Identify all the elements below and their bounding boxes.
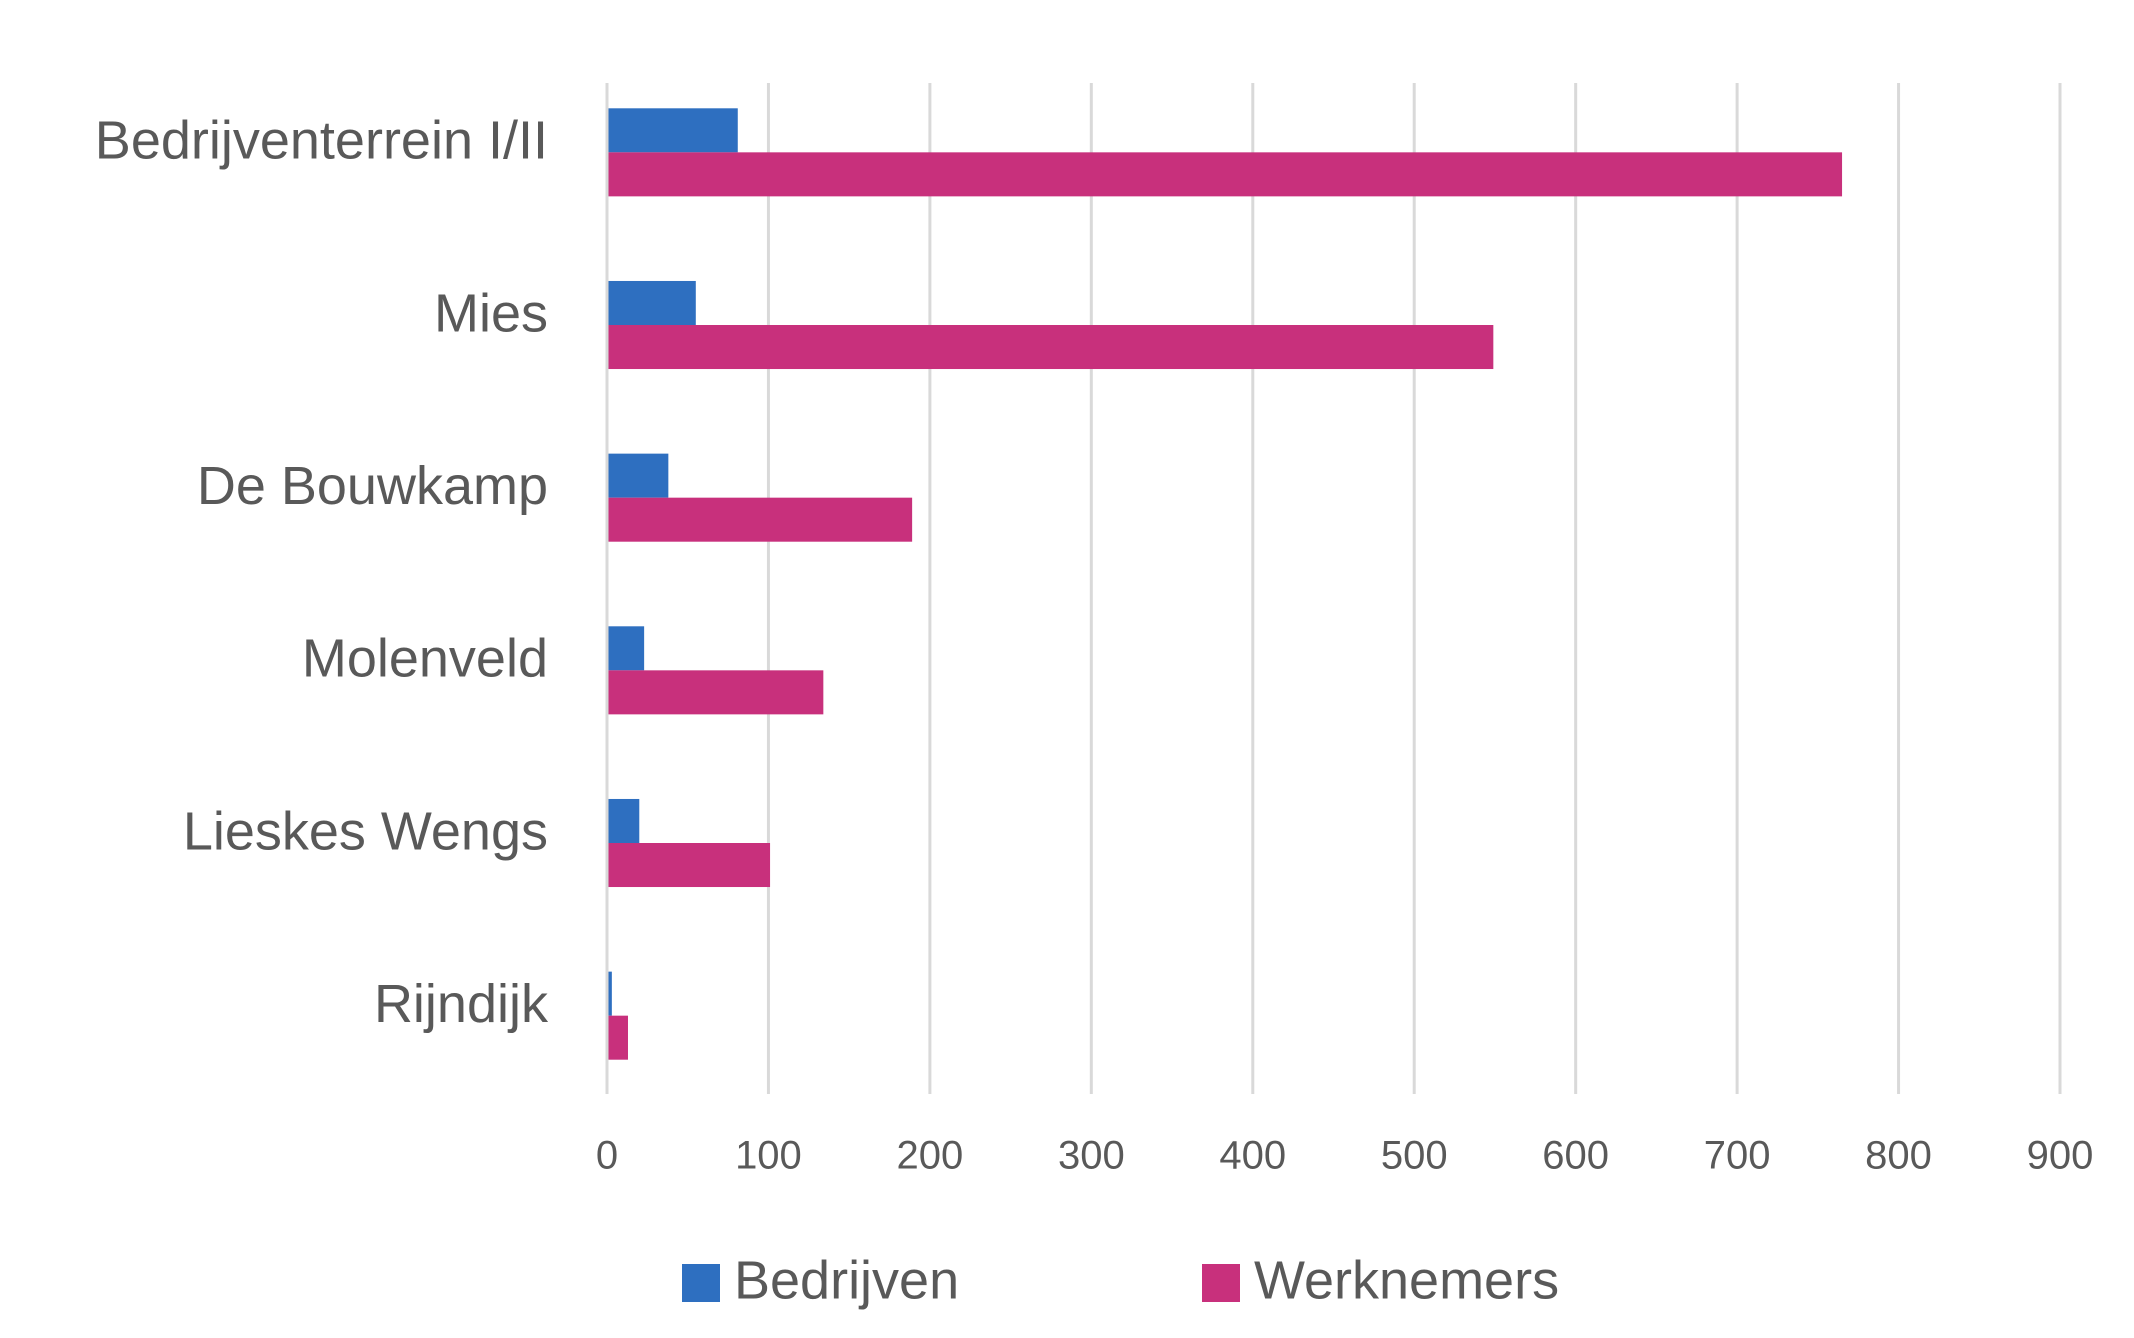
bar — [607, 325, 1494, 370]
category-label: Lieskes Wengs — [183, 801, 548, 861]
bar — [607, 280, 696, 325]
bar — [607, 670, 824, 715]
x-tick-label: 700 — [1704, 1134, 1771, 1178]
legend-swatch — [682, 1264, 720, 1302]
x-tick-label: 300 — [1058, 1134, 1125, 1178]
x-tick-label: 400 — [1219, 1134, 1286, 1178]
legend-swatch — [1202, 1264, 1240, 1302]
x-tick-label: 600 — [1542, 1134, 1609, 1178]
category-label: De Bouwkamp — [197, 456, 548, 516]
x-tick-label: 0 — [596, 1134, 618, 1178]
bar — [607, 497, 913, 542]
x-tick-label: 900 — [2027, 1134, 2094, 1178]
category-label: Rijndijk — [374, 974, 549, 1034]
bar — [607, 971, 612, 1016]
category-label: Molenveld — [302, 629, 548, 689]
legend-label: Bedrijven — [734, 1250, 959, 1310]
bar — [607, 108, 738, 153]
x-tick-label: 100 — [735, 1134, 802, 1178]
bar — [607, 843, 771, 888]
x-tick-label: 800 — [1865, 1134, 1932, 1178]
bar — [607, 798, 640, 843]
category-label: Mies — [434, 283, 548, 343]
x-tick-label: 500 — [1381, 1134, 1448, 1178]
x-tick-label: 200 — [897, 1134, 964, 1178]
category-label: Bedrijventerrein I/II — [95, 111, 548, 171]
legend-label: Werknemers — [1254, 1250, 1559, 1310]
bar — [607, 1015, 628, 1060]
bar — [607, 626, 645, 671]
bar — [607, 152, 1843, 197]
bar — [607, 453, 669, 498]
